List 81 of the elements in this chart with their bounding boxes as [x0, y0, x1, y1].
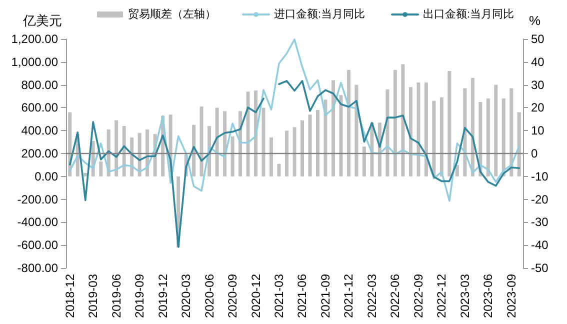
x-tick-label: 2019-06: [109, 274, 124, 318]
bar: [285, 130, 289, 176]
bar: [324, 100, 328, 176]
bar: [362, 146, 366, 176]
bar: [246, 92, 250, 176]
x-tick-label: 2021-12: [342, 274, 356, 318]
y2-tick-label: -20: [531, 192, 549, 206]
bar: [393, 70, 397, 176]
x-tick-label: 2019-12: [156, 274, 170, 318]
x-tick-label: 2019-03: [86, 274, 100, 318]
bar: [308, 114, 312, 176]
x-tick-label: 2022-06: [388, 274, 402, 318]
bar: [354, 84, 358, 176]
bar: [339, 95, 343, 176]
y-tick-label: -400.00: [17, 215, 58, 230]
x-tick-label: 2019-09: [132, 274, 147, 318]
bar: [316, 110, 320, 176]
x-tick-label: 2018-12: [62, 274, 77, 318]
bar: [292, 127, 296, 176]
bar: [517, 112, 521, 176]
bar: [448, 71, 452, 176]
bar: [230, 136, 234, 176]
y2-tick-label: 30: [531, 78, 545, 92]
bar: [510, 88, 514, 176]
bar: [346, 70, 350, 176]
x-tick-label: 2020-03: [179, 274, 194, 318]
bar: [502, 98, 506, 176]
y2-tick-label: -10: [531, 169, 549, 184]
x-tick-label: 2022-03: [364, 274, 379, 318]
bar: [99, 162, 103, 176]
x-tick-label: 2023-09: [504, 274, 518, 318]
y2-tick-label: -50: [531, 261, 549, 275]
y2-tick-label: 50: [531, 32, 545, 46]
y-axis-title: 亿美元: [22, 13, 62, 28]
y2-tick-label: 40: [531, 54, 545, 69]
y2-tick-label: 10: [531, 124, 545, 138]
y-tick-label: 400.00: [21, 124, 58, 138]
y2-axis-title: %: [529, 13, 541, 28]
y2-tick-label: 20: [531, 100, 545, 115]
bar: [432, 100, 436, 176]
y-tick-label: 800.00: [21, 78, 58, 92]
x-tick-label: 2021-09: [318, 274, 332, 318]
legend-label: 出口金额:当月同比: [423, 8, 514, 20]
x-tick-label: 2021-03: [272, 274, 286, 318]
y-tick-label: 200.00: [21, 146, 58, 160]
bar: [440, 97, 444, 176]
x-tick-label: 2021-06: [295, 274, 310, 318]
y-tick-label: 600.00: [21, 100, 58, 115]
y-tick-label: -600.00: [17, 238, 58, 252]
y-tick-label: 1,000.00: [11, 54, 58, 69]
bar: [277, 164, 281, 176]
bar: [270, 137, 274, 176]
bar: [200, 106, 204, 176]
x-tick-label: 2020-06: [202, 274, 216, 318]
x-tick-label: 2023-06: [481, 274, 496, 318]
bar: [300, 120, 304, 176]
line-series: [68, 38, 520, 202]
y-tick-label: 0.00: [34, 169, 58, 184]
bar: [416, 82, 420, 176]
bar: [494, 84, 498, 176]
bar: [408, 87, 412, 176]
bar: [401, 64, 405, 176]
y-tick-label: -200.00: [17, 192, 58, 206]
y2-tick-label: -30: [531, 215, 549, 230]
x-tick-label: 2022-09: [411, 274, 426, 318]
y2-tick-label: -40: [531, 238, 549, 252]
x-tick-label: 2023-03: [458, 274, 472, 318]
bar: [84, 172, 88, 176]
x-tick-label: 2020-12: [248, 274, 263, 318]
bar: [215, 108, 219, 176]
legend-label: 进口金额:当月同比: [274, 8, 366, 20]
bar: [486, 98, 490, 176]
y-tick-label: -800.00: [17, 261, 58, 275]
bar: [262, 108, 266, 176]
bar: [455, 164, 459, 176]
y-tick-label: 1,200.00: [11, 32, 58, 46]
y2-tick-label: 0: [531, 146, 538, 160]
legend-label: 贸易顺差（左轴）: [128, 8, 216, 20]
bar: [424, 82, 428, 176]
x-tick-label: 2020-09: [226, 274, 240, 318]
x-tick-label: 2022-12: [434, 274, 449, 318]
